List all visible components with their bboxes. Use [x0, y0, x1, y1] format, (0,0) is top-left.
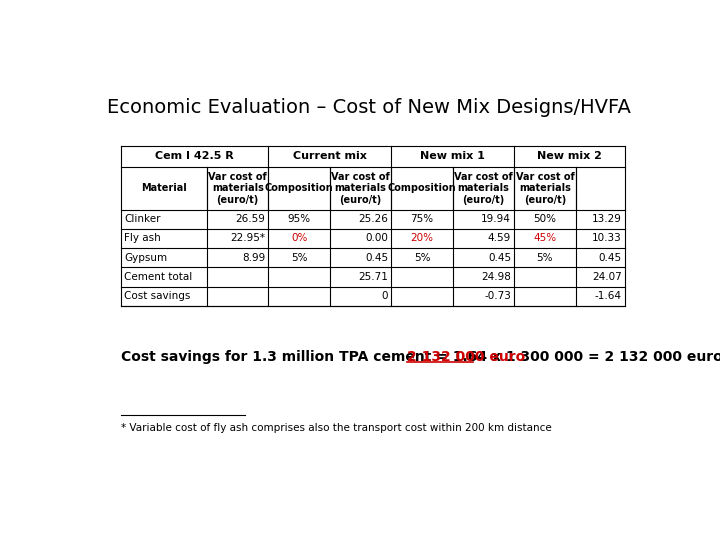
Text: Economic Evaluation – Cost of New Mix Designs/HVFA: Economic Evaluation – Cost of New Mix De… [107, 98, 631, 117]
Text: Cem I 42.5 R: Cem I 42.5 R [156, 151, 234, 161]
Text: Var cost of
materials
(euro/t): Var cost of materials (euro/t) [454, 172, 513, 205]
Text: 5%: 5% [536, 253, 553, 262]
Text: 24.98: 24.98 [481, 272, 511, 282]
Text: 0%: 0% [291, 233, 307, 244]
Text: Fly ash: Fly ash [124, 233, 161, 244]
Text: Material: Material [141, 184, 187, 193]
Text: 22.95*: 22.95* [230, 233, 266, 244]
Text: 4.59: 4.59 [488, 233, 511, 244]
Text: 13.29: 13.29 [592, 214, 621, 224]
Text: Cost savings for 1.3 million TPA cement = 1.64 x 1 300 000 = 2 132 000 euro: Cost savings for 1.3 million TPA cement … [121, 350, 720, 365]
Text: 10.33: 10.33 [592, 233, 621, 244]
Text: Composition: Composition [265, 184, 333, 193]
Text: 2 132 000 euro: 2 132 000 euro [407, 350, 526, 365]
Text: New mix 1: New mix 1 [420, 151, 485, 161]
Text: Composition: Composition [387, 184, 456, 193]
Text: 50%: 50% [534, 214, 557, 224]
Text: 25.26: 25.26 [359, 214, 388, 224]
Text: 20%: 20% [410, 233, 433, 244]
Text: * Variable cost of fly ash comprises also the transport cost within 200 km dista: * Variable cost of fly ash comprises als… [121, 423, 552, 433]
Text: Var cost of
materials
(euro/t): Var cost of materials (euro/t) [516, 172, 575, 205]
Text: 8.99: 8.99 [242, 253, 266, 262]
Text: Var cost of
materials
(euro/t): Var cost of materials (euro/t) [208, 172, 267, 205]
Text: 0.45: 0.45 [488, 253, 511, 262]
Text: 0.45: 0.45 [365, 253, 388, 262]
Text: 5%: 5% [414, 253, 431, 262]
Text: 19.94: 19.94 [481, 214, 511, 224]
Text: 0.45: 0.45 [598, 253, 621, 262]
Text: 0: 0 [382, 291, 388, 301]
Text: -0.73: -0.73 [484, 291, 511, 301]
Text: Current mix: Current mix [293, 151, 366, 161]
Text: Gypsum: Gypsum [124, 253, 167, 262]
Text: 95%: 95% [287, 214, 311, 224]
Text: 24.07: 24.07 [592, 272, 621, 282]
Text: -1.64: -1.64 [595, 291, 621, 301]
Text: New mix 2: New mix 2 [537, 151, 602, 161]
Text: 26.59: 26.59 [235, 214, 266, 224]
Text: 5%: 5% [291, 253, 307, 262]
Text: Clinker: Clinker [124, 214, 161, 224]
Text: 45%: 45% [534, 233, 557, 244]
Text: 0.00: 0.00 [365, 233, 388, 244]
Text: Cost savings: Cost savings [124, 291, 191, 301]
Text: 25.71: 25.71 [359, 272, 388, 282]
Text: Cement total: Cement total [124, 272, 192, 282]
Text: Var cost of
materials
(euro/t): Var cost of materials (euro/t) [331, 172, 390, 205]
Text: 75%: 75% [410, 214, 433, 224]
